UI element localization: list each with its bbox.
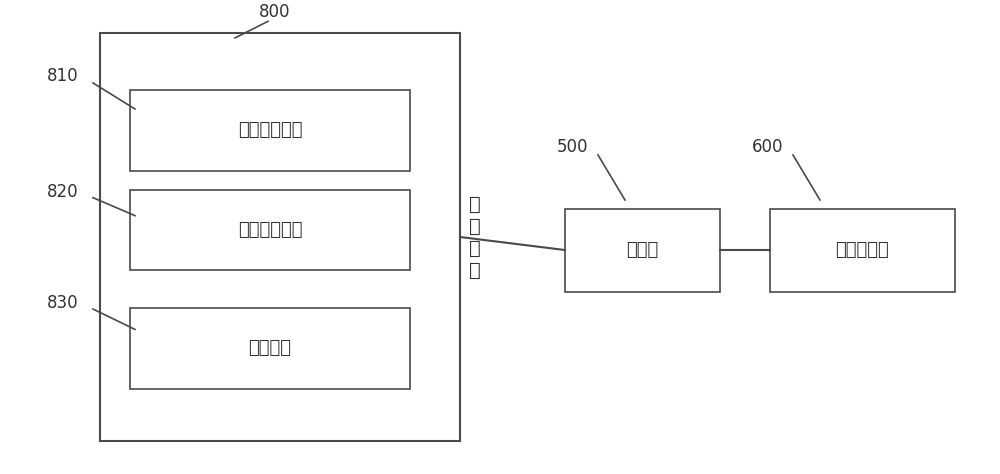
Text: 坐标建立单元: 坐标建立单元 — [238, 121, 302, 139]
Text: 导
航
模
块: 导 航 模 块 — [469, 194, 481, 280]
Text: 820: 820 — [47, 183, 79, 201]
Bar — [130, 308, 410, 389]
Text: 导航单元: 导航单元 — [248, 339, 292, 357]
Text: 800: 800 — [259, 3, 291, 21]
Text: 超声换能器: 超声换能器 — [836, 241, 889, 259]
Bar — [130, 90, 410, 171]
Bar — [770, 209, 955, 292]
Text: 830: 830 — [47, 294, 79, 312]
Text: 500: 500 — [557, 138, 589, 156]
Bar — [565, 209, 720, 292]
Bar — [100, 33, 460, 441]
Text: 机械臂: 机械臂 — [626, 241, 659, 259]
Text: 600: 600 — [752, 138, 784, 156]
Text: 810: 810 — [47, 67, 79, 85]
Bar — [130, 190, 410, 270]
Text: 机器视觉单元: 机器视觉单元 — [238, 221, 302, 239]
